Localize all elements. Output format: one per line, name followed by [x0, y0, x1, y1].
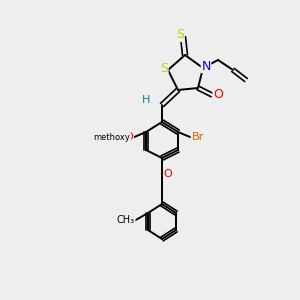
Text: O: O — [164, 169, 172, 179]
Text: methoxy: methoxy — [94, 133, 130, 142]
Text: O: O — [124, 132, 134, 142]
Text: H: H — [142, 95, 150, 105]
Text: S: S — [176, 28, 184, 41]
Text: Br: Br — [192, 132, 204, 142]
Text: CH₃: CH₃ — [117, 215, 135, 225]
Text: N: N — [201, 59, 211, 73]
Text: O: O — [213, 88, 223, 101]
Text: S: S — [160, 61, 168, 74]
